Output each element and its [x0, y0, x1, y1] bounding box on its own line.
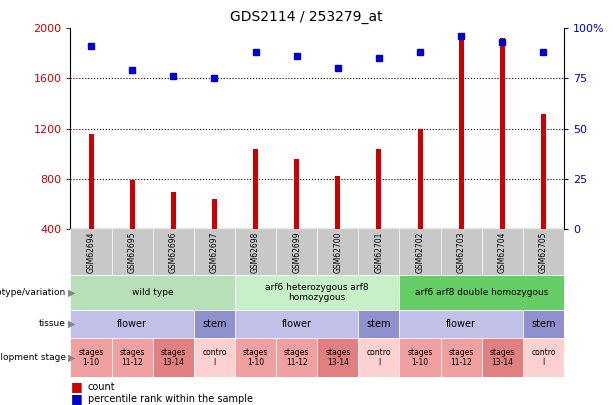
- Text: ■: ■: [70, 392, 82, 405]
- Text: GSM62701: GSM62701: [375, 231, 383, 273]
- Text: stages
13-14: stages 13-14: [490, 348, 515, 367]
- Text: wild type: wild type: [132, 288, 173, 297]
- Bar: [359, 310, 400, 338]
- Text: contro
l: contro l: [531, 348, 555, 367]
- Bar: [376, 149, 381, 229]
- Text: GSM62696: GSM62696: [169, 231, 178, 273]
- Text: GSM62699: GSM62699: [292, 231, 301, 273]
- Text: stages
1-10: stages 1-10: [243, 348, 268, 367]
- Text: GSM62700: GSM62700: [333, 231, 342, 273]
- Text: stem: stem: [367, 319, 391, 329]
- Text: GSM62702: GSM62702: [416, 231, 425, 273]
- Bar: [130, 180, 135, 229]
- Bar: [194, 310, 235, 338]
- Text: stages
1-10: stages 1-10: [78, 348, 104, 367]
- Text: GSM62695: GSM62695: [128, 231, 137, 273]
- Text: flower: flower: [281, 319, 311, 329]
- Bar: [500, 38, 504, 229]
- Text: genotype/variation: genotype/variation: [0, 288, 66, 297]
- Text: contro
l: contro l: [367, 348, 391, 367]
- Text: ▶: ▶: [68, 288, 75, 298]
- Text: GSM62694: GSM62694: [86, 231, 96, 273]
- Text: GSM62698: GSM62698: [251, 231, 260, 273]
- Text: GSM62697: GSM62697: [210, 231, 219, 273]
- Bar: [235, 310, 359, 338]
- Bar: [253, 149, 258, 229]
- Bar: [194, 338, 235, 377]
- Text: ■: ■: [70, 380, 82, 393]
- Bar: [523, 338, 564, 377]
- Text: arf6 arf8 double homozygous: arf6 arf8 double homozygous: [415, 288, 549, 297]
- Text: stages
11-12: stages 11-12: [284, 348, 310, 367]
- Text: stages
13-14: stages 13-14: [325, 348, 351, 367]
- Text: flower: flower: [117, 319, 147, 329]
- Text: ▶: ▶: [68, 352, 75, 362]
- Bar: [400, 338, 441, 377]
- Text: development stage: development stage: [0, 353, 66, 362]
- Text: flower: flower: [446, 319, 476, 329]
- Text: stages
11-12: stages 11-12: [120, 348, 145, 367]
- Text: count: count: [88, 382, 115, 392]
- Text: stages
11-12: stages 11-12: [449, 348, 474, 367]
- Bar: [359, 338, 400, 377]
- Bar: [541, 113, 546, 229]
- Bar: [153, 338, 194, 377]
- Text: stages
13-14: stages 13-14: [161, 348, 186, 367]
- Bar: [482, 338, 523, 377]
- Bar: [171, 192, 176, 229]
- Text: GSM62704: GSM62704: [498, 231, 507, 273]
- Bar: [400, 310, 523, 338]
- Text: stem: stem: [531, 319, 555, 329]
- Bar: [276, 338, 318, 377]
- Text: contro
l: contro l: [202, 348, 227, 367]
- Text: arf6 heterozygous arf8
homozygous: arf6 heterozygous arf8 homozygous: [265, 283, 369, 302]
- Bar: [523, 310, 564, 338]
- Text: GSM62703: GSM62703: [457, 231, 466, 273]
- Text: GDS2114 / 253279_at: GDS2114 / 253279_at: [230, 10, 383, 24]
- Bar: [70, 310, 194, 338]
- Bar: [417, 129, 422, 229]
- Text: stages
1-10: stages 1-10: [408, 348, 433, 367]
- Text: GSM62705: GSM62705: [539, 231, 548, 273]
- Bar: [89, 134, 94, 229]
- Bar: [441, 338, 482, 377]
- Text: stem: stem: [202, 319, 227, 329]
- Bar: [112, 338, 153, 377]
- Bar: [335, 176, 340, 229]
- Text: ▶: ▶: [68, 319, 75, 329]
- Bar: [318, 338, 359, 377]
- Bar: [212, 199, 217, 229]
- Bar: [400, 275, 564, 310]
- Text: percentile rank within the sample: percentile rank within the sample: [88, 394, 253, 404]
- Bar: [235, 338, 276, 377]
- Bar: [294, 159, 299, 229]
- Bar: [70, 338, 112, 377]
- Bar: [70, 275, 235, 310]
- Text: tissue: tissue: [39, 320, 66, 328]
- Bar: [235, 275, 400, 310]
- Bar: [459, 34, 463, 229]
